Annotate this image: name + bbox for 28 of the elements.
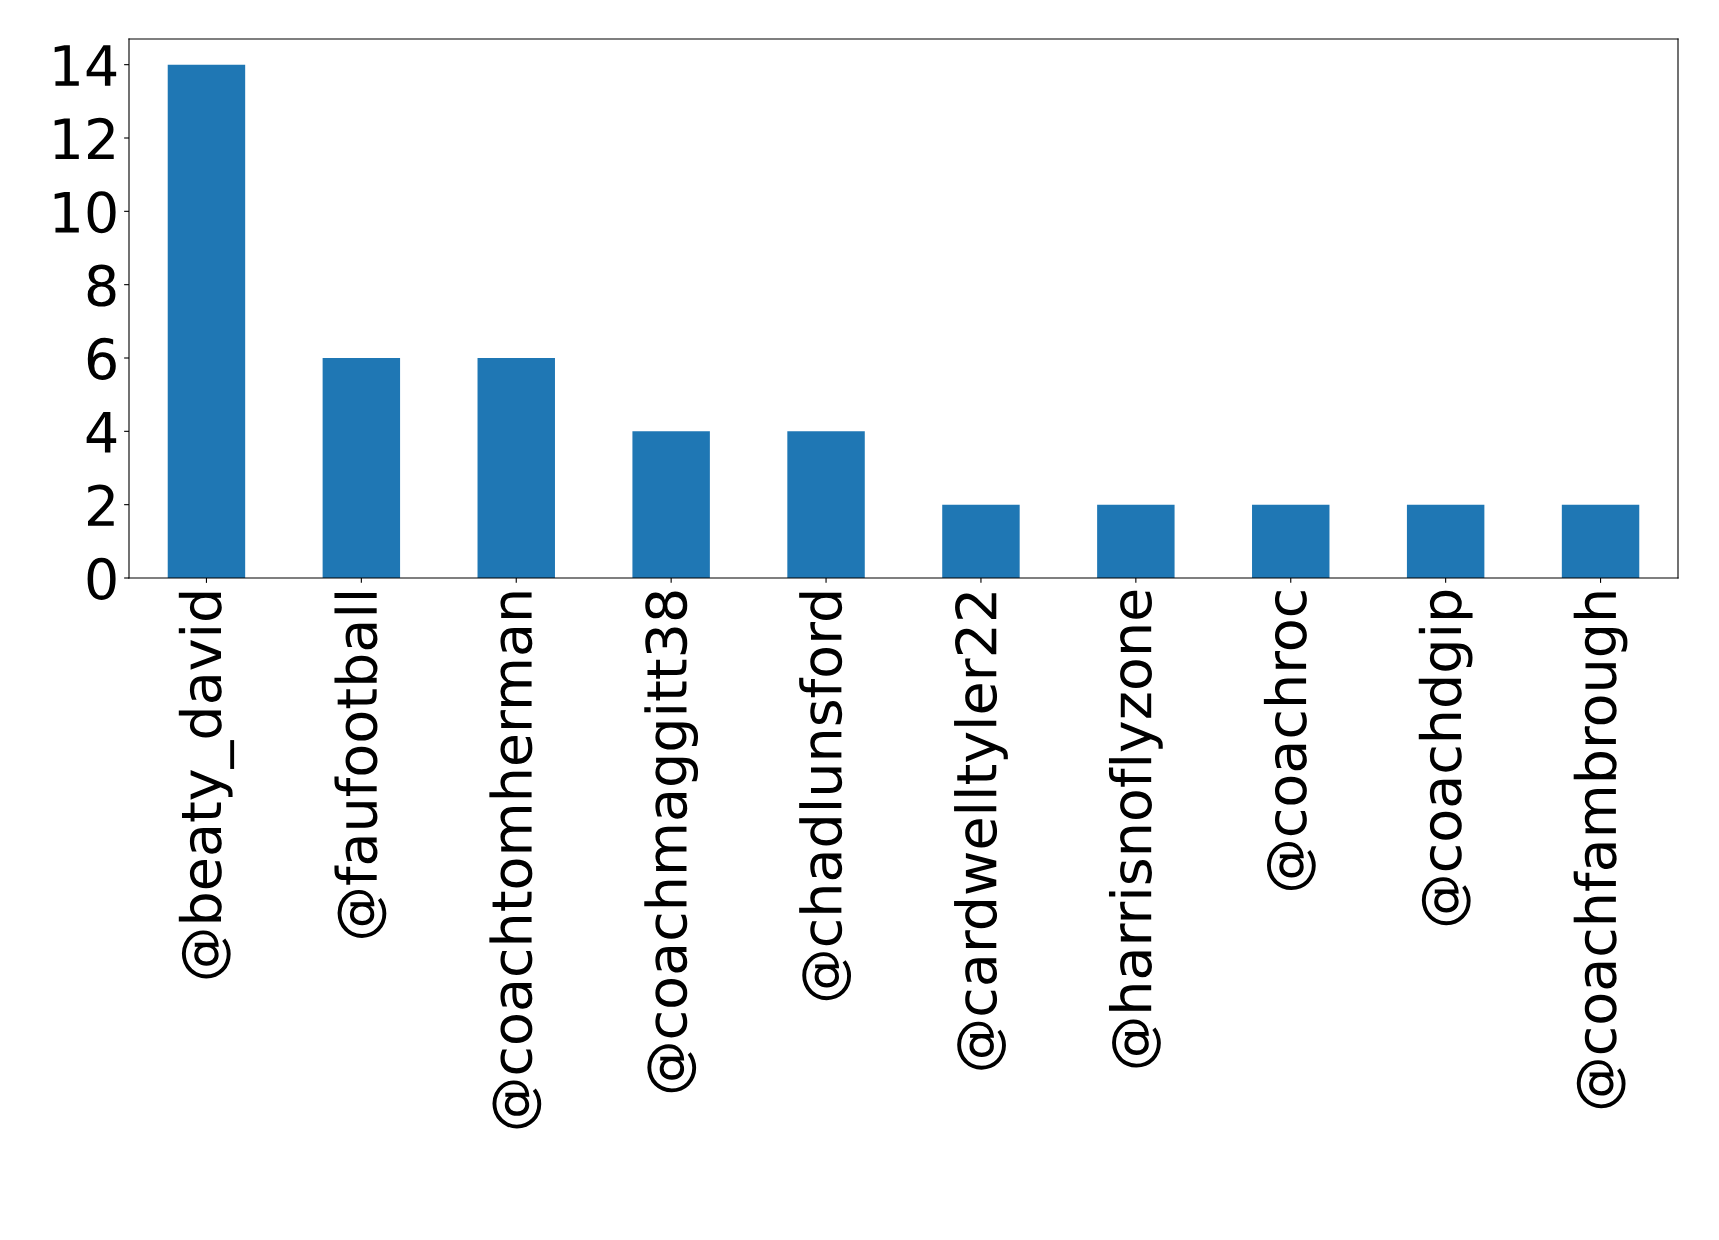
x-tick-label: @beaty_david [178, 592, 235, 979]
bar [942, 504, 1020, 578]
y-tick-label: 6 [87, 337, 116, 380]
bar [1097, 504, 1175, 578]
bar [322, 358, 401, 578]
x-tick-label: @coachtomherman [489, 592, 542, 1129]
bar [787, 431, 865, 578]
y-tick-label: 8 [87, 264, 116, 307]
y-tick-label: 4 [86, 411, 117, 453]
x-tick-label: @cardwelltyler22 [954, 593, 1008, 1070]
bar [167, 64, 246, 578]
y-tick-label: 12 [54, 117, 114, 160]
bar [477, 358, 555, 578]
x-tick-label: @coachdgip [1418, 590, 1473, 926]
y-tick-label: 10 [54, 191, 116, 234]
bar [1406, 504, 1485, 578]
x-tick-label: @harrisnoflyzone [1108, 590, 1163, 1068]
x-tick-label: @coachroc [1263, 591, 1316, 891]
x-tick-label: @chadlunsford [799, 592, 852, 1001]
bar [632, 431, 710, 578]
y-tick-label: 0 [87, 557, 116, 600]
x-tick-label: @coachfambrough [1573, 592, 1628, 1109]
bar [1561, 504, 1640, 578]
bar [1252, 504, 1330, 578]
y-tick-label: 14 [54, 45, 117, 86]
x-tick-label: @faufootball [334, 592, 387, 938]
y-tick-label: 2 [88, 484, 114, 526]
x-tick-label: @coachmaggitt38 [644, 591, 699, 1093]
